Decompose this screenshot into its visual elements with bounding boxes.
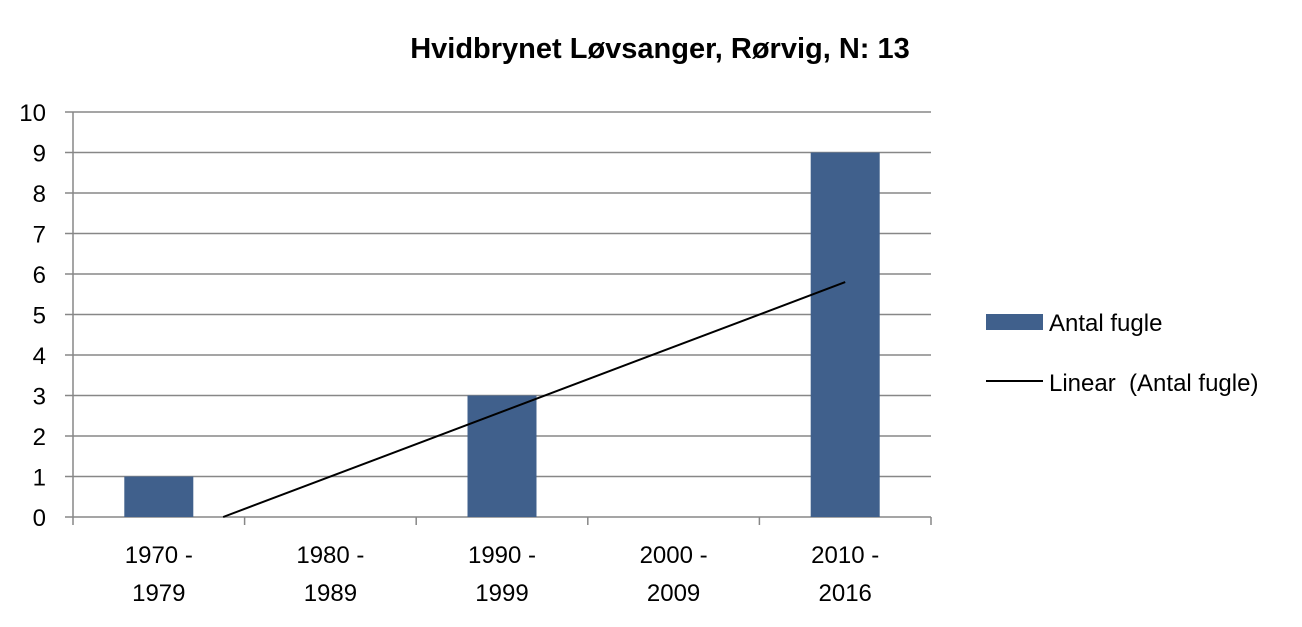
x-tick-label: 2009 <box>647 580 700 607</box>
x-tick-label: 2010 - <box>811 542 879 569</box>
x-tick-label: 1979 <box>132 580 185 607</box>
legend: Antal fugle Linear (Antal fugle) <box>986 310 1258 397</box>
gridlines <box>73 111 931 478</box>
y-tick-label: 1 <box>33 465 46 492</box>
y-tick-label: 5 <box>33 303 46 330</box>
y-tick-label: 4 <box>33 343 46 370</box>
x-tick-label: 1999 <box>475 580 528 607</box>
x-tick-label: 1980 - <box>296 542 364 569</box>
trendline-group <box>222 281 846 518</box>
x-tick-label: 1970 - <box>125 542 193 569</box>
trendline <box>222 281 846 518</box>
bar <box>810 152 880 517</box>
y-tick-label: 2 <box>33 424 46 451</box>
bar-series <box>124 152 880 517</box>
x-tick-label: 1989 <box>304 580 357 607</box>
y-tick-label: 6 <box>33 262 46 289</box>
y-tick-label: 9 <box>33 141 46 168</box>
x-axis: 1970 - 1979 1980 - 1989 1990 - 1999 2000 - 2009… <box>72 516 932 607</box>
legend-label-bars: Antal fugle <box>1049 310 1162 337</box>
x-tick-label: 2016 <box>819 580 872 607</box>
y-tick-label: 8 <box>33 181 46 208</box>
y-axis: 0 1 2 3 4 5 6 7 8 9 10 <box>19 100 74 532</box>
y-tick-label: 7 <box>33 222 46 249</box>
x-tick-label: 2000 - <box>640 542 708 569</box>
y-tick-label: 0 <box>33 505 46 532</box>
y-tick-label: 3 <box>33 384 46 411</box>
bar <box>467 395 537 517</box>
legend-swatch-bars <box>986 314 1043 330</box>
legend-label-trendline: Linear (Antal fugle) <box>1049 370 1258 397</box>
x-tick-label: 1990 - <box>468 542 536 569</box>
y-tick-label: 10 <box>19 100 46 127</box>
bar <box>124 476 194 517</box>
chart-title: Hvidbrynet Løvsanger, Rørvig, N: 13 <box>410 33 910 65</box>
